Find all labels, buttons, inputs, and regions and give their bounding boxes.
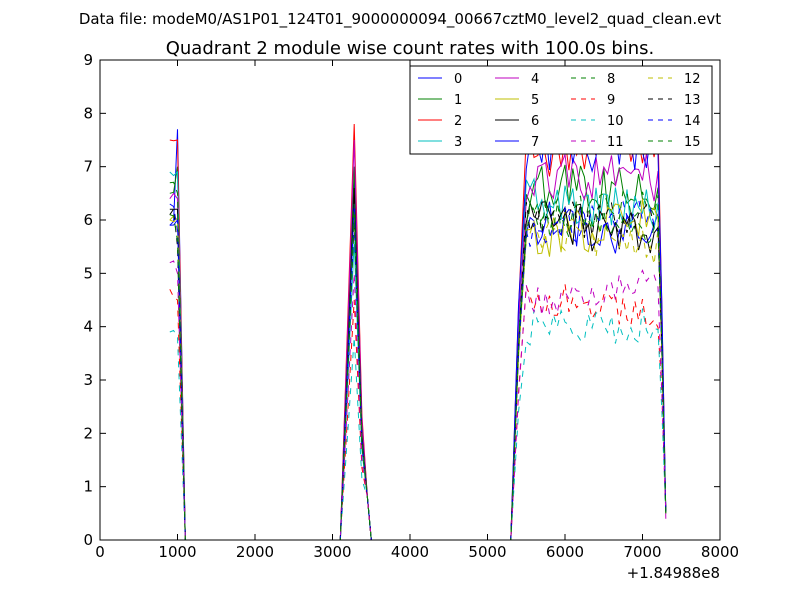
- y-tick-label: 4: [83, 318, 93, 336]
- x-tick-label: 4000: [391, 543, 429, 561]
- legend-box: [409, 65, 713, 155]
- y-tick-label: 2: [83, 424, 93, 442]
- legend-label: 3: [454, 135, 462, 150]
- x-offset-label: +1.84988e8: [627, 564, 720, 582]
- legend-label: 12: [684, 72, 701, 87]
- legend-label: 5: [531, 93, 539, 108]
- x-tick-label: 5000: [468, 543, 506, 561]
- legend-label: 9: [607, 93, 615, 108]
- y-tick-label: 9: [83, 51, 93, 69]
- series-line-9: [169, 283, 667, 541]
- y-tick-label: 6: [83, 211, 93, 229]
- y-tick-label: 0: [83, 531, 93, 549]
- legend-label: 8: [607, 72, 615, 87]
- y-tick-label: 5: [83, 264, 93, 282]
- legend-label: 15: [684, 135, 701, 150]
- x-tick-label: 2000: [236, 543, 274, 561]
- legend-label: 1: [454, 93, 462, 108]
- legend-label: 13: [684, 93, 701, 108]
- y-tick-label: 3: [83, 371, 93, 389]
- x-tick-label: 8000: [701, 543, 739, 561]
- legend-label: 14: [684, 114, 701, 129]
- x-tick-label: 1000: [158, 543, 196, 561]
- legend-label: 10: [607, 114, 624, 129]
- chart-title: Quadrant 2 module wise count rates with …: [166, 38, 655, 59]
- y-tick-label: 7: [83, 158, 93, 176]
- x-tick-label: 6000: [546, 543, 584, 561]
- legend-label: 6: [531, 114, 539, 129]
- series-line-8: [169, 181, 667, 541]
- legend-label: 7: [531, 135, 539, 150]
- chart-suptitle: Data file: modeM0/AS1P01_124T01_90000000…: [79, 10, 721, 29]
- legend-label: 2: [454, 114, 462, 129]
- y-tick-label: 1: [83, 478, 93, 496]
- legend-label: 4: [531, 72, 539, 87]
- x-tick-label: 7000: [623, 543, 661, 561]
- x-tick-label: 3000: [313, 543, 351, 561]
- legend-label: 0: [454, 72, 462, 87]
- tick-layer: 0 1000 2000 3000 4000 5000 6000 7000 80000123456…: [83, 51, 739, 561]
- legend-label: 11: [607, 135, 624, 150]
- plot-frame: [99, 59, 721, 541]
- y-tick-label: 8: [83, 104, 93, 122]
- x-tick-label: 0: [95, 543, 105, 561]
